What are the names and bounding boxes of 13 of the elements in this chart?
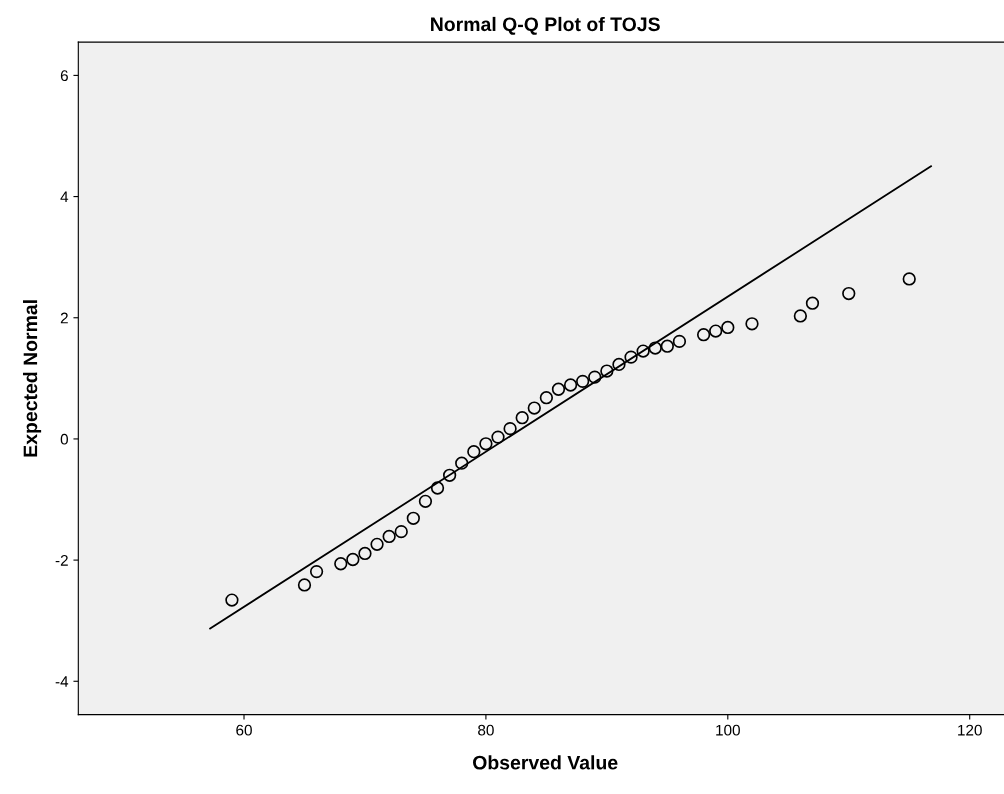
- y-tick-label: -2: [55, 554, 68, 566]
- x-axis-title: Observed Value: [473, 755, 618, 770]
- x-tick-label: 120: [958, 724, 982, 736]
- chart-title: Normal Q-Q Plot of TOJS: [431, 16, 660, 35]
- x-tick-label: 80: [478, 724, 494, 736]
- x-tick-label: 60: [236, 724, 252, 736]
- y-tick-label: 0: [60, 433, 68, 445]
- x-tick-label: 100: [716, 724, 740, 736]
- y-tick-label: 4: [60, 191, 69, 203]
- y-tick-label: -4: [55, 676, 69, 687]
- y-tick-label: 2: [60, 312, 68, 324]
- y-axis-title: Expected Normal: [22, 300, 42, 457]
- y-tick-label: 6: [60, 70, 68, 82]
